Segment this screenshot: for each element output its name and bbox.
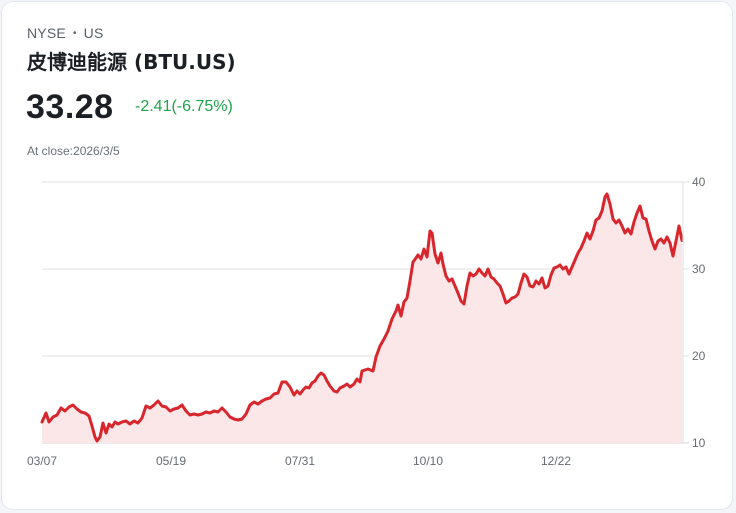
- y-tick-label: 10: [692, 436, 706, 450]
- x-tick-label: 03/07: [27, 454, 57, 468]
- price-area-fill: [42, 194, 682, 443]
- price-change: -2.41(-6.75%): [135, 98, 233, 115]
- x-axis: 03/07 05/19 07/31 10/10 12/22: [27, 454, 571, 468]
- stock-title: 皮博迪能源 (BTU.US): [27, 50, 236, 74]
- close-date-label: At close:2026/3/5: [27, 144, 120, 158]
- current-price: 33.28: [26, 88, 114, 126]
- y-tick-label: 40: [692, 175, 706, 189]
- y-tick-label: 20: [692, 349, 706, 363]
- x-tick-label: 12/22: [541, 454, 571, 468]
- x-tick-label: 10/10: [413, 454, 443, 468]
- separator-dot: •: [72, 28, 77, 39]
- exchange-name: NYSE: [27, 25, 66, 41]
- x-tick-label: 05/19: [156, 454, 186, 468]
- exchange-label: NYSE • US: [27, 25, 104, 41]
- market-name: US: [83, 25, 104, 41]
- price-line: [40, 192, 684, 443]
- x-tick-label: 07/31: [285, 454, 315, 468]
- y-tick-label: 30: [692, 262, 706, 276]
- y-axis: 10 20 30 40: [692, 175, 706, 450]
